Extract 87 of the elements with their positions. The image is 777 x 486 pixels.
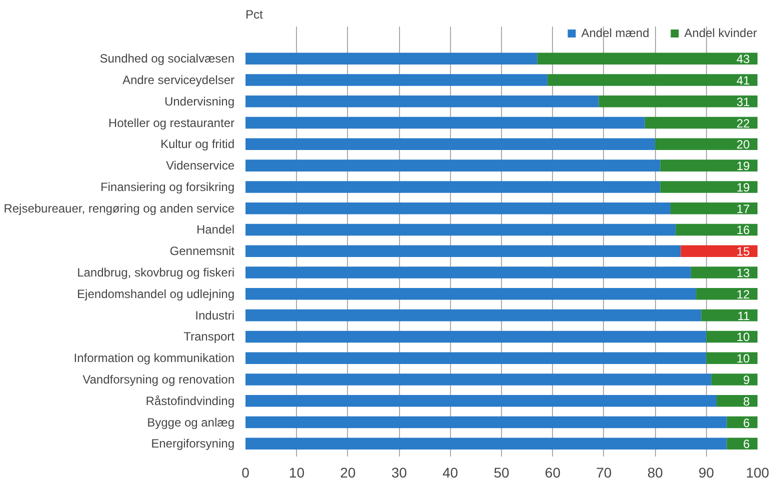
y-tick-label: Gennemsnit: [170, 244, 236, 258]
data-label: 6: [743, 437, 750, 452]
data-label: 16: [736, 223, 750, 238]
x-tick-label: 60: [544, 464, 561, 480]
y-tick-label: Vandforsyning og renovation: [82, 372, 235, 386]
x-tick-label: 50: [494, 464, 510, 480]
bar: [706, 352, 758, 364]
data-label: 15: [736, 244, 750, 259]
data-label: 22: [736, 116, 750, 130]
bar: [246, 95, 599, 108]
bar: [680, 245, 758, 258]
bar: [246, 394, 717, 407]
y-tick-label: Sundhed og socialvæsen: [100, 52, 235, 66]
x-tick-label: 90: [698, 464, 714, 480]
bar: [716, 394, 758, 407]
bar: [655, 138, 758, 150]
bar: [246, 416, 727, 428]
bar: [690, 266, 758, 278]
bar: [711, 374, 758, 386]
data-label: 10: [736, 330, 750, 344]
data-label: 43: [736, 52, 750, 66]
y-tick-label: Ejendomshandel og udlejning: [77, 286, 234, 301]
y-tick-label: Rejsebureauer, rengøring og anden service: [4, 201, 235, 216]
bar: [644, 116, 758, 129]
y-tick-label: Handel: [196, 222, 235, 237]
bar: [246, 160, 660, 172]
y-tick-label: Transport: [184, 330, 236, 344]
bar: [246, 202, 670, 214]
data-label: 12: [736, 287, 750, 302]
bar: [548, 74, 758, 86]
bar: [246, 288, 696, 300]
y-tick-label: Hoteller og restauranter: [108, 116, 235, 130]
x-tick-label: 30: [391, 464, 408, 480]
bar: [246, 224, 676, 236]
bar: [246, 438, 727, 450]
legend-label: Andel kvinder: [684, 26, 757, 40]
y-tick-label: Videnservice: [166, 158, 235, 173]
bar: [246, 309, 702, 322]
bar: [246, 74, 548, 86]
bar: [246, 374, 712, 386]
data-label: 20: [736, 138, 750, 152]
bar: [246, 181, 660, 193]
data-label: 6: [743, 416, 750, 430]
bar: [701, 309, 758, 322]
x-tick-label: 40: [442, 464, 458, 480]
data-label: 31: [736, 94, 750, 109]
bar: [246, 116, 645, 129]
data-label: 19: [736, 159, 750, 174]
x-tick-label: 80: [647, 464, 664, 480]
data-label: 9: [743, 372, 750, 387]
bar: [246, 245, 681, 258]
bar: [246, 352, 706, 364]
data-label: 41: [736, 73, 750, 88]
bar: [246, 330, 706, 343]
bar: [537, 52, 758, 64]
y-tick-label: Råstofindvinding: [146, 394, 235, 408]
bar: [676, 224, 758, 236]
y-tick-label: Industri: [195, 308, 235, 322]
x-tick-label: 100: [746, 464, 770, 480]
x-tick-label: 70: [596, 464, 612, 480]
y-tick-label: Information og kommunikation: [74, 351, 235, 366]
data-label: 10: [736, 352, 750, 366]
bar: [246, 266, 691, 278]
y-tick-label: Bygge og anlæg: [147, 415, 235, 430]
data-label: 17: [736, 202, 750, 216]
bar: [660, 160, 758, 172]
data-label: 8: [743, 394, 750, 408]
x-tick-label: 10: [288, 464, 305, 480]
bar: [660, 181, 758, 193]
bar: [696, 288, 758, 300]
text: Pct: [246, 8, 264, 22]
legend-label: Andel mænd: [581, 26, 650, 40]
x-tick-label: 0: [242, 464, 250, 480]
data-label: 19: [736, 180, 750, 194]
bar: [246, 52, 538, 64]
bar: [598, 95, 758, 108]
y-tick-label: Kultur og fritid: [160, 137, 235, 152]
bar: [246, 138, 656, 150]
x-tick-label: 20: [340, 464, 356, 480]
y-tick-label: Energiforsyning: [151, 436, 235, 451]
y-tick-label: Landbrug, skovbrug og fiskeri: [77, 266, 235, 280]
y-tick-label: Finansiering og forsikring: [100, 180, 234, 194]
y-tick-label: Andre serviceydelser: [122, 72, 235, 87]
data-label: 11: [737, 308, 750, 323]
data-label: 13: [736, 266, 750, 280]
y-tick-label: Undervisning: [164, 94, 235, 108]
bar: [670, 202, 758, 214]
